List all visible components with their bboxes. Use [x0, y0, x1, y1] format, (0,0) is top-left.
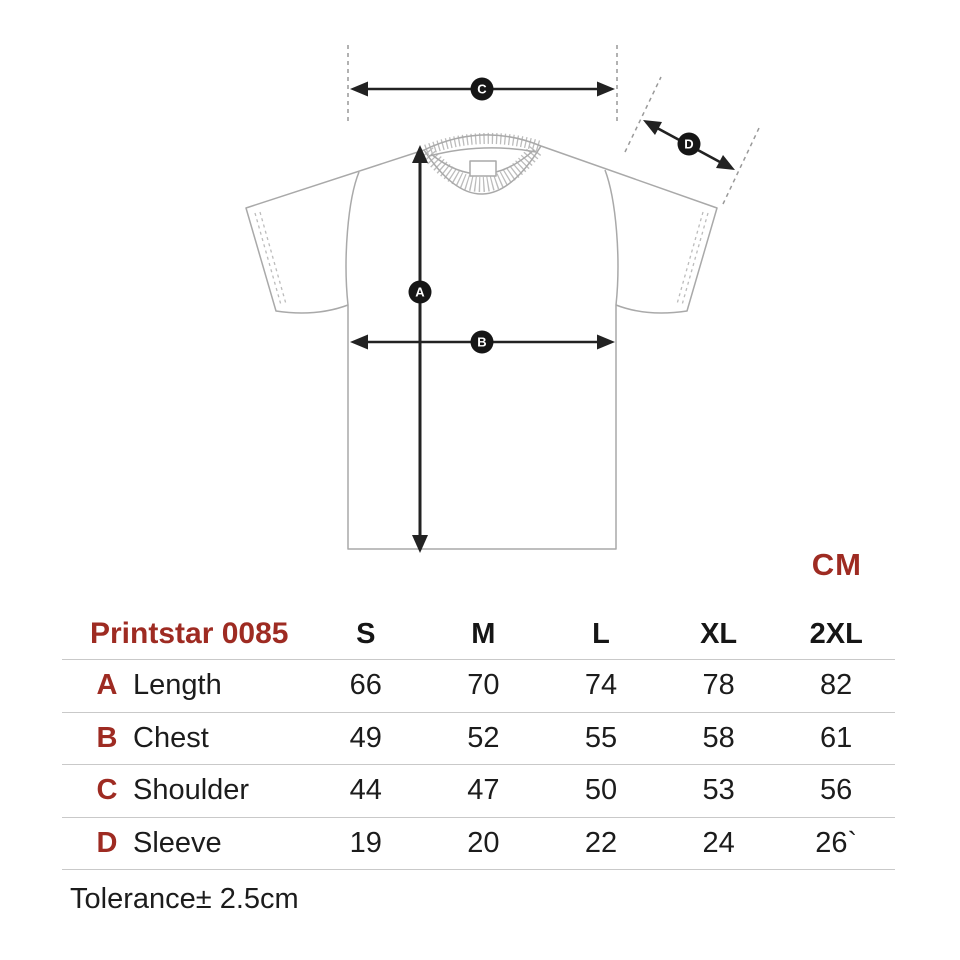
value-cell: 55 [584, 721, 618, 754]
row-label-cell: C Shoulder [62, 774, 307, 807]
value-cell: 24 [702, 826, 735, 859]
sleeve-stitch-lines [254, 211, 709, 306]
arrowhead-right [597, 334, 615, 350]
left-armhole-seam [345, 171, 360, 306]
value-cell: 53 [702, 774, 735, 807]
marker-circle-d [677, 132, 701, 156]
product-title: Printstar 0085 [90, 617, 289, 650]
size-header-xl: XL [700, 617, 738, 650]
value-cell: 56 [820, 774, 853, 807]
table-header-row: Printstar 0085 S M L XL 2XL [62, 609, 895, 659]
value-cell: 52 [467, 721, 500, 754]
value-cell: 78 [702, 669, 735, 702]
collar-tag [469, 160, 497, 177]
tshirt-diagram-svg: C D A [245, 45, 761, 553]
measurement-arrows: C D A [347, 45, 761, 553]
marker-letter-c: C [477, 82, 487, 97]
row-label-cell: D Sleeve [62, 827, 307, 860]
value-cell: 26` [815, 826, 858, 859]
value-cell: 82 [820, 669, 853, 702]
collar-front-outer-edge [423, 145, 542, 195]
marker-circle-b [470, 330, 494, 354]
arrowhead-left [350, 334, 368, 350]
row-label: Sleeve [133, 826, 222, 859]
marker-letter-a: A [415, 285, 425, 300]
tshirt-measurement-diagram: C D A [245, 45, 862, 582]
value-cell: 19 [349, 826, 382, 859]
collar-back-ribbing [424, 132, 541, 156]
tolerance-row: Tolerance± 2.5cm [62, 869, 895, 928]
arrowhead-lower [716, 155, 735, 170]
size-header-l: L [592, 617, 610, 650]
size-table: Printstar 0085 S M L XL 2XL A Length 66 7… [62, 609, 895, 928]
left-sleeve-stitch-2 [259, 211, 287, 305]
arrowhead-top [412, 145, 428, 163]
tshirt-drawing [245, 132, 718, 550]
shoulder-measure-c: C [347, 45, 618, 123]
row-label-cell: B Chest [62, 722, 307, 755]
row-label: Shoulder [133, 774, 250, 807]
value-cell: 58 [702, 721, 735, 754]
row-label: Chest [133, 721, 209, 754]
arrowhead-right [597, 81, 615, 97]
arrowhead-upper [643, 120, 662, 135]
length-measure-a: A [408, 145, 432, 553]
value-cell: 50 [584, 774, 618, 807]
size-header-m: M [471, 617, 496, 650]
value-cell: 49 [349, 721, 382, 754]
sleeve-measure-d: D [624, 76, 761, 205]
table-row-sleeve: D Sleeve 19 20 22 24 26` [62, 816, 895, 870]
table-row-length: A Length 66 70 74 78 82 [62, 659, 895, 712]
marker-circle-a [408, 280, 432, 304]
arrowhead-left [350, 81, 368, 97]
value-cell: 22 [584, 826, 618, 859]
value-cell: 44 [349, 774, 382, 807]
row-label: Length [133, 669, 222, 702]
right-sleeve-stitch-1 [681, 212, 709, 306]
right-armhole-seam [604, 169, 619, 306]
unit-label: CM [811, 547, 862, 582]
table-row-chest: B Chest 49 52 55 58 61 [62, 711, 895, 765]
collar [421, 132, 543, 195]
marker-circle-c [470, 77, 494, 101]
marker-letter-b: B [477, 335, 486, 350]
guide-line [722, 125, 761, 205]
collar-back-inner-edge [428, 147, 537, 157]
row-label-cell: A Length [62, 669, 307, 702]
value-cell: 20 [467, 826, 500, 859]
guide-line [624, 76, 662, 153]
value-cell: 47 [467, 774, 500, 807]
tolerance-note: Tolerance± 2.5cm [70, 882, 299, 915]
row-key: B [96, 721, 118, 754]
size-header-s: S [356, 617, 376, 650]
table-row-shoulder: C Shoulder 44 47 50 53 56 [62, 764, 895, 817]
value-cell: 70 [467, 669, 500, 702]
collar-back-outer-edge [423, 134, 542, 151]
row-key: D [96, 826, 118, 859]
size-header-2xl: 2XL [809, 617, 863, 650]
value-cell: 66 [349, 669, 382, 702]
row-key: C [96, 774, 118, 807]
value-cell: 61 [820, 721, 853, 754]
tshirt-outline [245, 145, 718, 550]
value-cell: 74 [584, 669, 618, 702]
row-key: A [96, 669, 118, 702]
chest-measure-b: B [350, 330, 615, 354]
arrowhead-bottom [412, 535, 428, 553]
left-sleeve-stitch-1 [254, 212, 282, 306]
right-sleeve-stitch-2 [676, 211, 704, 305]
marker-letter-d: D [684, 137, 693, 152]
